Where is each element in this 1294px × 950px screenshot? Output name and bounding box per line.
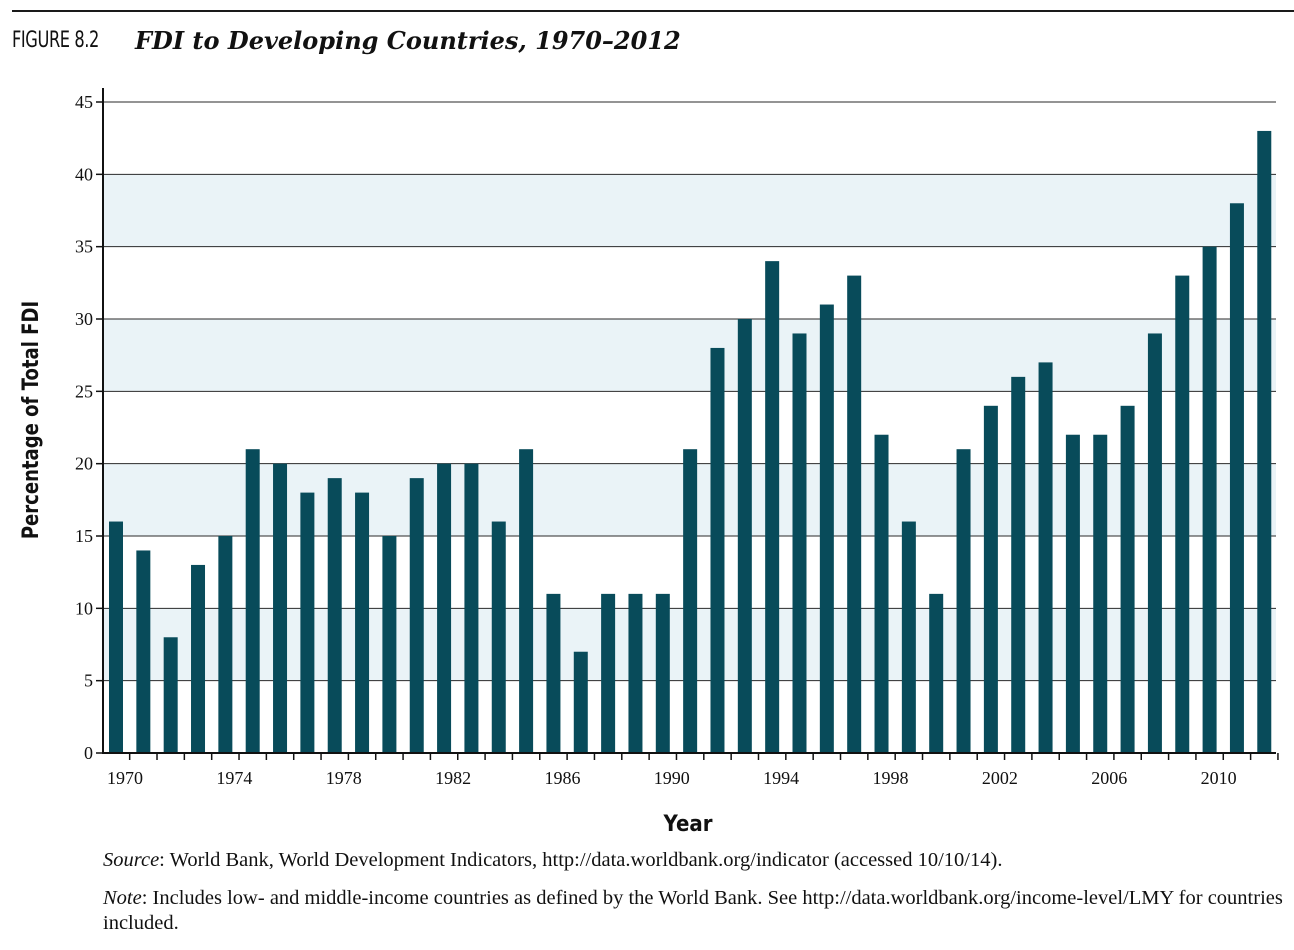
y-tick-label-15: 15 <box>75 526 93 546</box>
bar-1971 <box>136 550 151 753</box>
y-tick-label-35: 35 <box>75 237 93 257</box>
bar-1975 <box>245 449 260 753</box>
bar-1988 <box>601 593 616 753</box>
bar-2008 <box>1147 333 1162 753</box>
bar-2001 <box>956 449 971 753</box>
source-label: Source <box>103 849 160 871</box>
x-tick-label-1970: 1970 <box>107 768 143 788</box>
bar-1981 <box>409 478 424 753</box>
y-tick-label-10: 10 <box>75 598 93 618</box>
x-tick-label-1974: 1974 <box>216 768 252 788</box>
bar-2005 <box>1065 434 1080 753</box>
bar-2007 <box>1120 405 1135 753</box>
bar-1995 <box>792 333 807 753</box>
bar-1996 <box>819 304 834 753</box>
x-tick-label-1990: 1990 <box>654 768 690 788</box>
bar-1973 <box>191 564 206 753</box>
y-tick-label-45: 45 <box>75 92 93 112</box>
x-tick-label-1994: 1994 <box>763 768 799 788</box>
band-25-30 <box>103 319 1276 392</box>
figure-label: FIGURE 8.2 <box>12 28 99 53</box>
bar-1976 <box>273 463 288 753</box>
x-axis-ticks: 1970 1974 1978 1982 1986 1990 1994 1998 2002 2006… <box>107 753 1279 788</box>
bar-2002 <box>983 405 998 753</box>
bar-2000 <box>929 593 944 753</box>
source-footnote: Source: World Bank, World Development In… <box>103 848 1283 873</box>
bar-2003 <box>1011 376 1026 753</box>
note-footnote: Note: Includes low- and middle-income co… <box>103 886 1283 936</box>
chart-bars <box>109 130 1272 753</box>
bar-1982 <box>437 463 452 753</box>
note-text: : Includes low- and middle-income countr… <box>103 887 1283 934</box>
bar-2004 <box>1038 362 1053 753</box>
bar-2011 <box>1229 203 1244 753</box>
y-axis-ticks: 0 5 10 15 20 25 30 35 40 45 <box>75 92 103 763</box>
bar-1992 <box>710 347 725 753</box>
x-tick-label-2006: 2006 <box>1091 768 1127 788</box>
chart-axes <box>102 88 1276 754</box>
y-tick-label-25: 25 <box>75 381 93 401</box>
y-tick-label-20: 20 <box>75 454 93 474</box>
bar-1970 <box>109 521 123 753</box>
y-tick-label-0: 0 <box>84 743 93 763</box>
y-tick-label-5: 5 <box>84 671 93 691</box>
x-tick-label-2002: 2002 <box>982 768 1018 788</box>
bar-2012 <box>1257 130 1272 753</box>
bar-1977 <box>300 492 315 753</box>
bar-1991 <box>683 449 698 753</box>
bar-1979 <box>355 492 370 753</box>
top-rule <box>12 10 1294 12</box>
bar-1997 <box>847 275 862 753</box>
y-tick-label-40: 40 <box>75 164 93 184</box>
x-tick-label-2010: 2010 <box>1201 768 1237 788</box>
bar-1989 <box>628 593 643 753</box>
x-axis-label: Year <box>663 811 714 836</box>
bar-1974 <box>218 536 233 753</box>
bar-1983 <box>464 463 479 753</box>
x-tick-label-1982: 1982 <box>435 768 471 788</box>
bar-2009 <box>1175 275 1190 753</box>
bar-1984 <box>491 521 506 753</box>
bar-1998 <box>874 434 889 753</box>
x-tick-label-1986: 1986 <box>544 768 580 788</box>
bar-2010 <box>1202 246 1217 753</box>
band-35-40 <box>103 174 1276 247</box>
bar-1985 <box>519 449 534 753</box>
figure-title: FDI to Developing Countries, 1970–2012 <box>135 26 681 55</box>
bar-1990 <box>655 593 670 753</box>
y-tick-label-30: 30 <box>75 309 93 329</box>
bar-1994 <box>765 261 780 753</box>
bar-1972 <box>163 637 178 753</box>
x-tick-label-1978: 1978 <box>326 768 362 788</box>
x-tick-label-1998: 1998 <box>873 768 909 788</box>
source-text: : World Bank, World Development Indicato… <box>159 849 1003 871</box>
bar-1993 <box>737 319 752 753</box>
bar-1999 <box>901 521 916 753</box>
note-label: Note <box>103 887 142 909</box>
bar-1978 <box>327 478 342 753</box>
bar-1986 <box>546 593 561 753</box>
y-axis-label: Percentage of Total FDI <box>17 301 43 539</box>
bar-1987 <box>573 651 588 753</box>
bar-2006 <box>1093 434 1108 753</box>
bar-1980 <box>382 536 397 753</box>
